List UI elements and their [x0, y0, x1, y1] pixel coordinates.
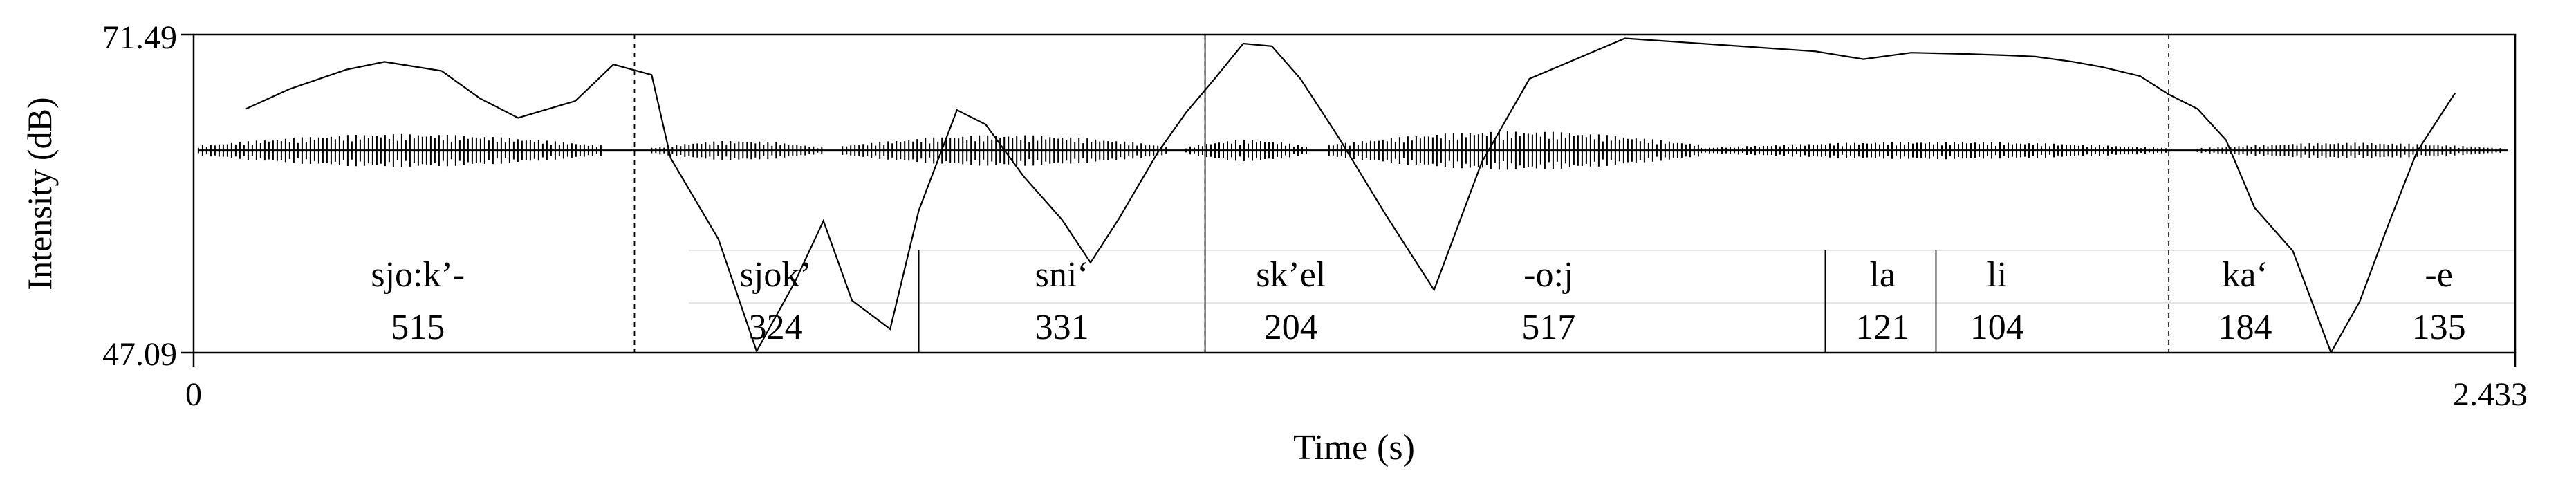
segment-label: la — [1869, 255, 1896, 295]
segment-duration: 121 — [1855, 308, 1909, 347]
segment-boundaries — [633, 35, 2170, 353]
segment-duration: 331 — [1035, 308, 1089, 347]
segment-duration: 135 — [2412, 308, 2466, 347]
x-tick-label-start: 0 — [185, 376, 202, 413]
segment-duration: 204 — [1264, 308, 1318, 347]
segmentation-tier-rows — [689, 250, 2515, 304]
intensity-contour — [245, 37, 2456, 355]
waveform-segment — [1701, 142, 2167, 160]
segment-duration: 517 — [1521, 308, 1575, 347]
y-tick-label-min: 47.09 — [102, 336, 177, 373]
y-axis-ticks: 71.49 47.09 — [102, 19, 194, 373]
segment-label: -o:j — [1523, 255, 1573, 295]
segment-duration: 324 — [749, 308, 803, 347]
plot-frame — [192, 33, 2517, 354]
x-axis-label: Time (s) — [1293, 428, 1415, 467]
waveform-segment — [197, 133, 602, 167]
segment-label: ka‘ — [2222, 255, 2268, 295]
waveform-segment — [1328, 131, 1699, 170]
segment-label: sni‘ — [1035, 255, 1089, 295]
segment-label: sjo:k’- — [371, 255, 465, 295]
segment-label: sjok’ — [740, 255, 812, 295]
segment-duration: 515 — [391, 308, 445, 347]
segment-label: li — [1987, 255, 2007, 295]
segment-label: sk’el — [1256, 255, 1326, 295]
x-axis-ticks: 0 2.433 — [185, 353, 2528, 413]
segment-labels: sjo:k’- 515 sjok’ 324 sni‘ 331 sk’el 204 -o:j 517… — [371, 255, 2465, 347]
waveform — [197, 131, 2508, 170]
waveform-segment — [842, 135, 1167, 166]
waveform-segment — [1185, 140, 1307, 161]
x-tick-label-end: 2.433 — [2453, 376, 2528, 413]
y-axis-label: Intensity (dB) — [20, 97, 59, 290]
segment-duration: 184 — [2218, 308, 2272, 347]
y-tick-label-max: 71.49 — [102, 19, 177, 56]
segment-label: -e — [2425, 255, 2452, 295]
segment-duration: 104 — [1970, 308, 2024, 347]
